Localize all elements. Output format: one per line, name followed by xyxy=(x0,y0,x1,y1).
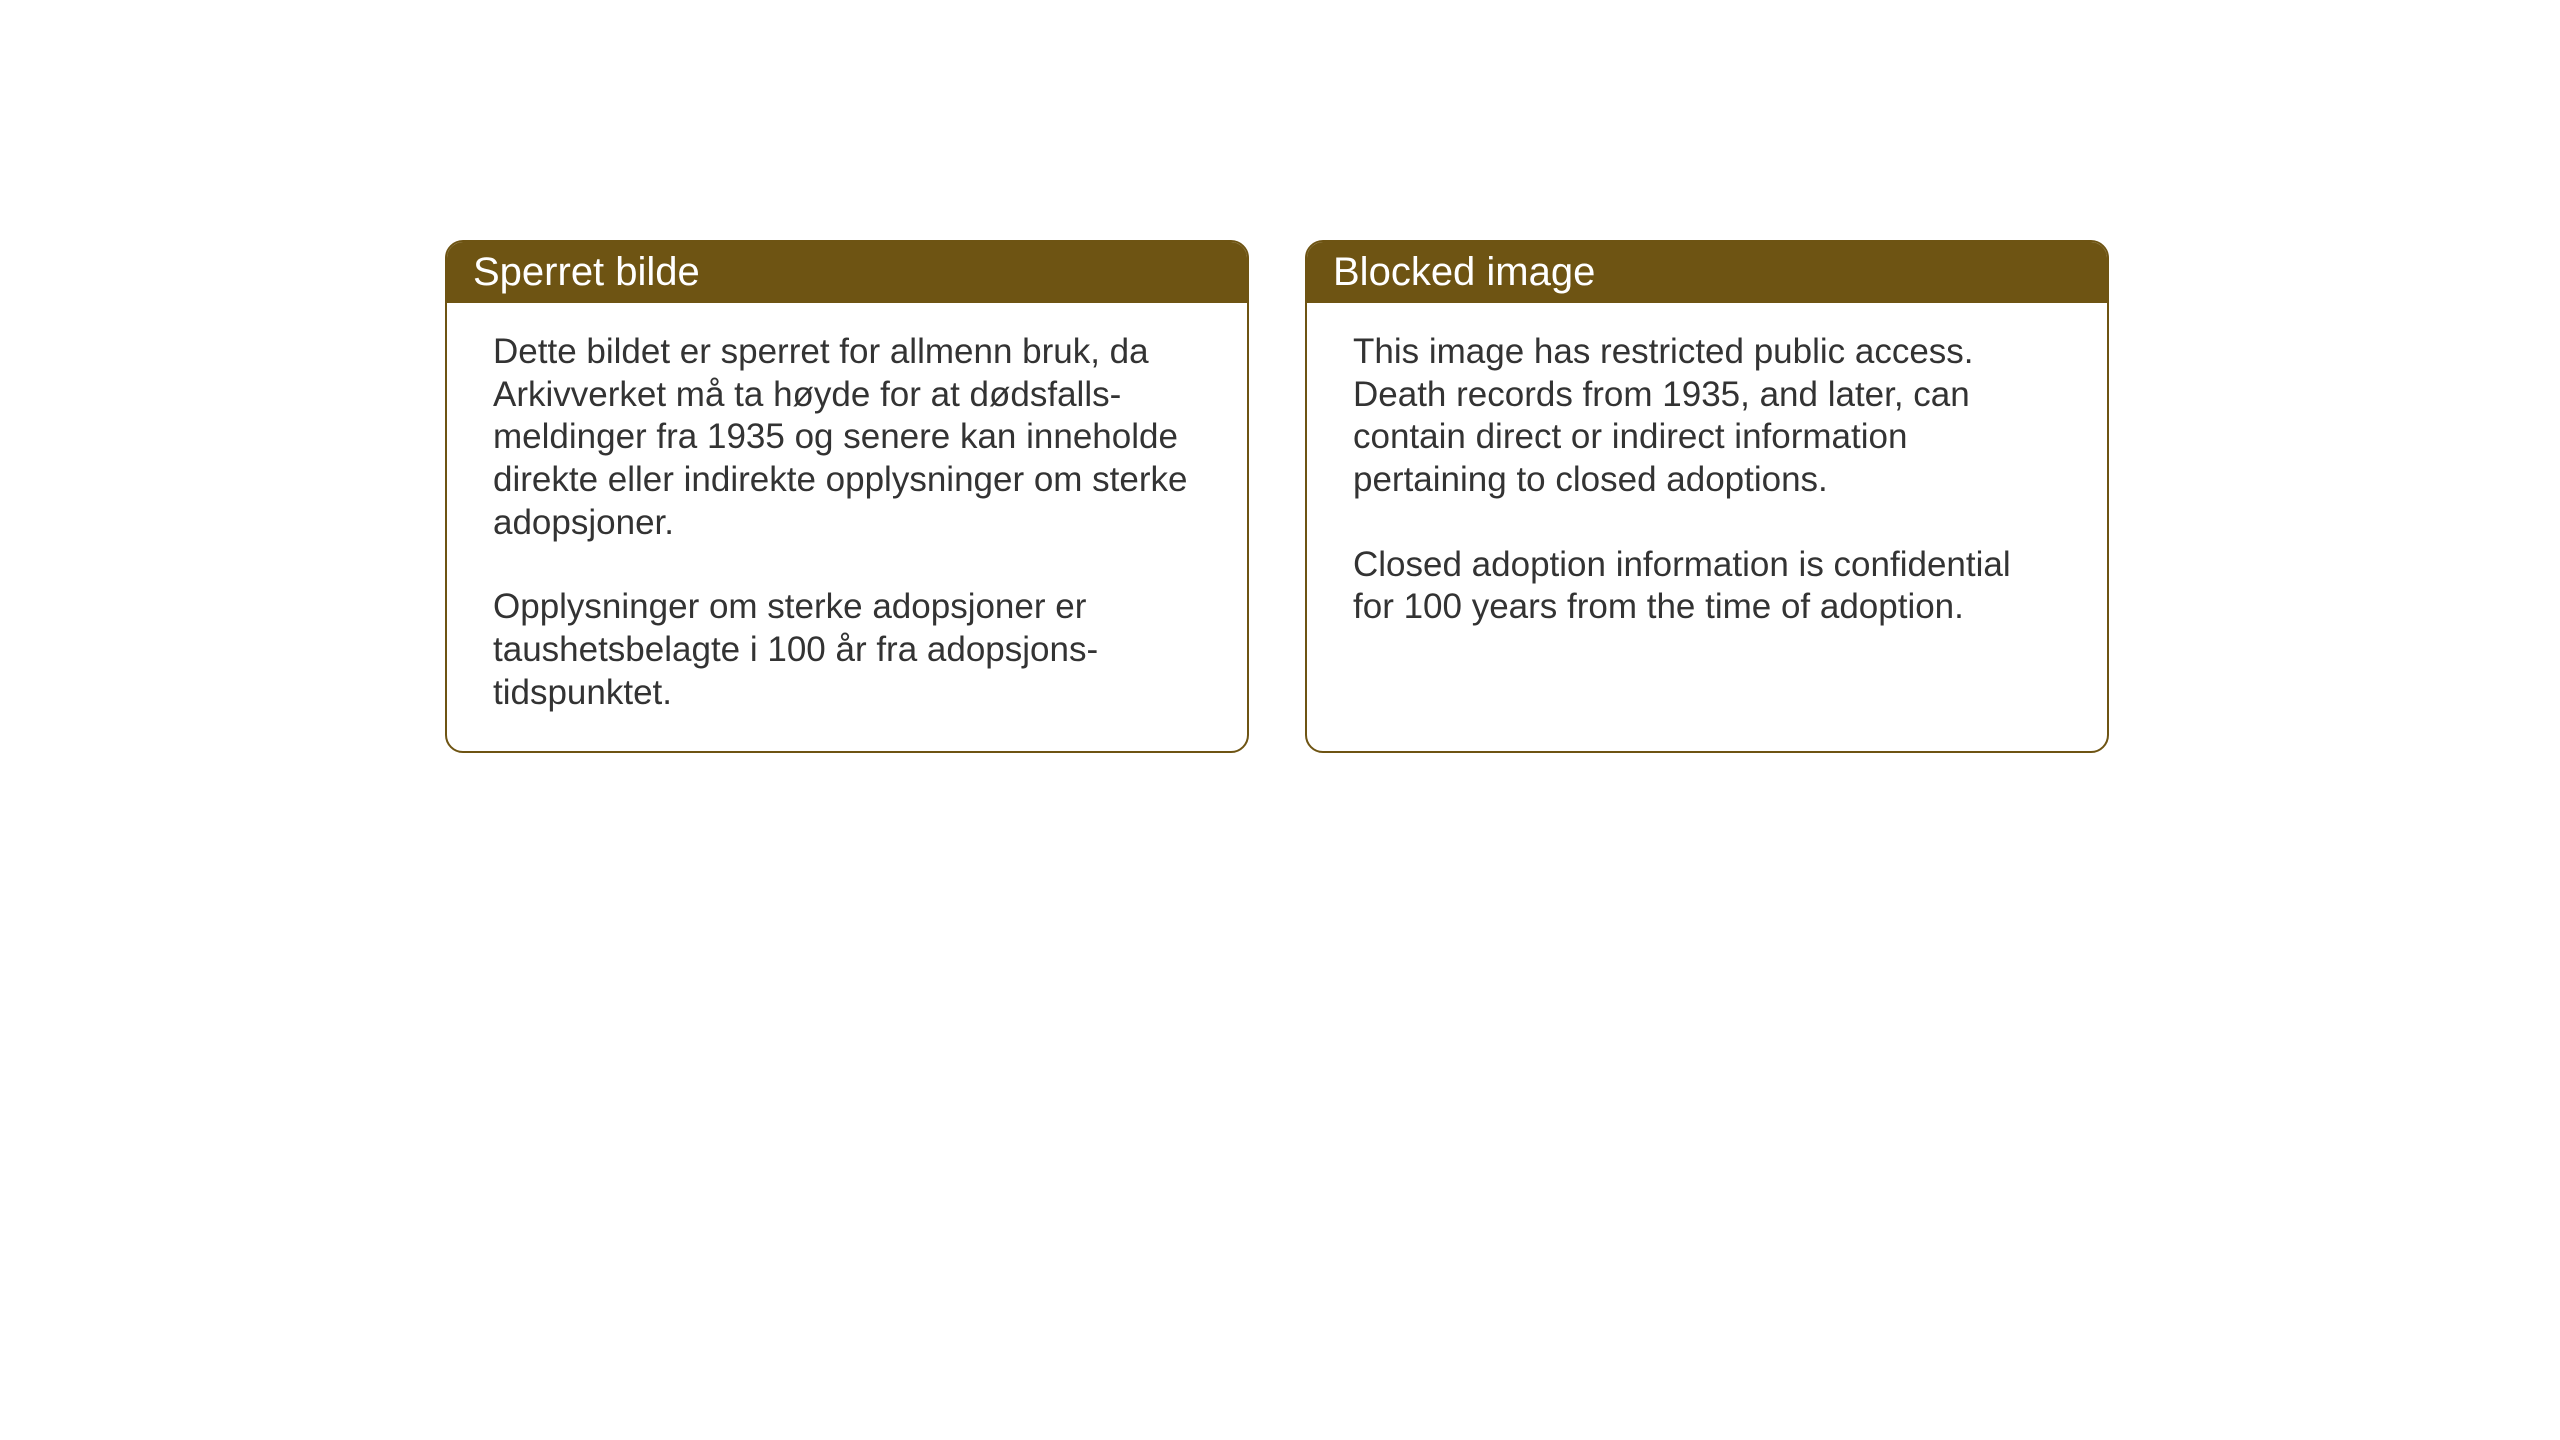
english-paragraph-2: Closed adoption information is confident… xyxy=(1353,544,2061,629)
english-card-body: This image has restricted public access.… xyxy=(1307,303,2107,709)
english-card-header: Blocked image xyxy=(1307,242,2107,303)
norwegian-notice-card: Sperret bilde Dette bildet er sperret fo… xyxy=(445,240,1249,753)
norwegian-card-header: Sperret bilde xyxy=(447,242,1247,303)
norwegian-paragraph-2: Opplysninger om sterke adopsjoner er tau… xyxy=(493,586,1201,714)
english-notice-card: Blocked image This image has restricted … xyxy=(1305,240,2109,753)
english-paragraph-1: This image has restricted public access.… xyxy=(1353,331,2061,502)
norwegian-card-title: Sperret bilde xyxy=(473,250,700,294)
norwegian-card-body: Dette bildet er sperret for allmenn bruk… xyxy=(447,303,1247,751)
norwegian-paragraph-1: Dette bildet er sperret for allmenn bruk… xyxy=(493,331,1201,544)
cards-container: Sperret bilde Dette bildet er sperret fo… xyxy=(445,240,2109,753)
english-card-title: Blocked image xyxy=(1333,250,1595,294)
